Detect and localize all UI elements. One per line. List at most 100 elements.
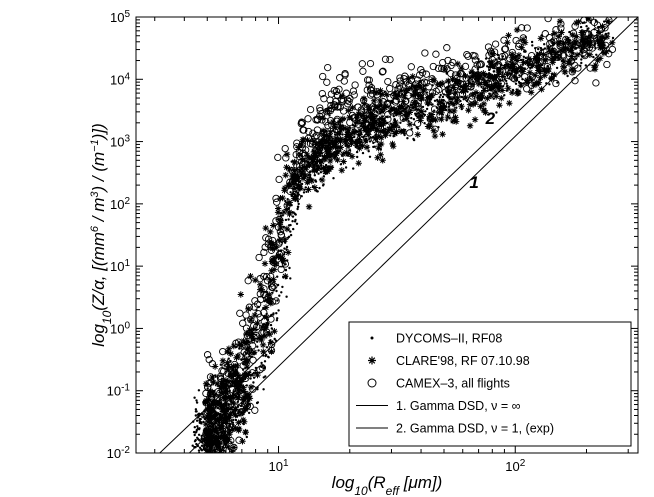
dycoms-point (485, 82, 488, 85)
camex-point (323, 78, 331, 86)
dycoms-point (605, 33, 608, 36)
dycoms-point (265, 353, 268, 357)
dycoms-point (305, 190, 308, 193)
dycoms-point (346, 154, 349, 157)
dycoms-point (366, 115, 369, 118)
dycoms-point (373, 145, 376, 148)
dycoms-point (324, 147, 327, 150)
dycoms-point (583, 41, 587, 45)
dycoms-point (430, 103, 433, 106)
dycoms-point (203, 455, 205, 457)
dycoms-point (206, 429, 209, 432)
dycoms-point (372, 107, 376, 111)
dycoms-point (200, 437, 203, 440)
dycoms-point (412, 118, 416, 121)
dycoms-point (275, 289, 278, 293)
dycoms-point (195, 401, 199, 404)
dycoms-point (392, 115, 395, 118)
dycoms-point (259, 338, 262, 341)
camex-point (204, 487, 210, 493)
dycoms-point (303, 188, 306, 191)
dycoms-point (365, 140, 368, 144)
dycoms-point (373, 116, 376, 119)
dycoms-point (236, 370, 239, 373)
dycoms-point (246, 402, 249, 406)
dycoms-point (378, 112, 382, 115)
dycoms-point (522, 58, 525, 61)
camex-point (304, 127, 313, 136)
dycoms-point (530, 63, 533, 67)
dycoms-point (328, 114, 331, 117)
dycoms-point (516, 71, 519, 74)
dycoms-point (321, 158, 324, 161)
dycoms-point (266, 300, 269, 304)
dycoms-point (220, 418, 223, 421)
dycoms-point (529, 67, 532, 70)
dycoms-point (228, 423, 231, 426)
dycoms-point (479, 92, 482, 96)
dycoms-point (218, 461, 220, 463)
dycoms-point (500, 63, 503, 66)
dycoms-point (265, 312, 268, 316)
camex-point (239, 319, 247, 327)
dycoms-point (497, 81, 500, 84)
dycoms-point (209, 470, 211, 472)
dycoms-point (524, 35, 527, 39)
dycoms-point (433, 99, 437, 103)
camex-point (365, 81, 373, 89)
dycoms-point (286, 236, 290, 239)
dycoms-point (265, 275, 269, 279)
dycoms-point (221, 384, 224, 387)
dycoms-point (565, 53, 568, 56)
dycoms-point (242, 377, 245, 380)
dycoms-point (521, 78, 524, 81)
dycoms-point (226, 412, 229, 415)
dycoms-point (488, 92, 491, 95)
dycoms-point (372, 141, 375, 145)
camex-point (332, 87, 341, 95)
dycoms-point (350, 115, 353, 118)
dycoms-point (246, 374, 250, 377)
camex-point (342, 89, 350, 97)
dycoms-point (351, 118, 354, 122)
dycoms-point (340, 154, 344, 157)
dycoms-point (344, 144, 347, 147)
dycoms-point (312, 149, 315, 153)
camex-point (203, 351, 212, 359)
dycoms-point (209, 408, 212, 411)
dycoms-point (515, 88, 518, 91)
camex-point (366, 59, 375, 68)
dycoms-point (300, 157, 303, 161)
camex-point (378, 68, 387, 76)
camex-point (273, 198, 281, 206)
dycoms-point (213, 430, 216, 434)
dycoms-point (207, 418, 210, 421)
dycoms-point (285, 248, 288, 251)
dycoms-point (585, 41, 589, 45)
dycoms-point (391, 123, 394, 126)
dycoms-point (237, 391, 240, 394)
dycoms-point (201, 455, 203, 457)
dycoms-point (437, 126, 440, 129)
dycoms-point (229, 406, 233, 409)
dycoms-point (307, 181, 310, 185)
dycoms-point (412, 90, 415, 93)
dycoms-point (447, 105, 451, 108)
y-tick-label: 103 (110, 133, 130, 150)
dycoms-point (235, 345, 238, 349)
camex-point (464, 52, 472, 60)
camex-point (300, 126, 308, 134)
dycoms-point (250, 339, 253, 342)
dycoms-point (515, 78, 519, 82)
dycoms-point (325, 151, 329, 154)
dycoms-point (265, 298, 269, 302)
x-tick-label: 101 (269, 458, 289, 475)
dycoms-point (318, 186, 321, 190)
camex-point (405, 80, 413, 88)
dycoms-point (258, 371, 261, 374)
dycoms-point (219, 442, 223, 445)
dycoms-point (368, 116, 371, 119)
dycoms-point (351, 128, 355, 131)
dycoms-point (514, 82, 518, 86)
dycoms-point (216, 427, 219, 430)
